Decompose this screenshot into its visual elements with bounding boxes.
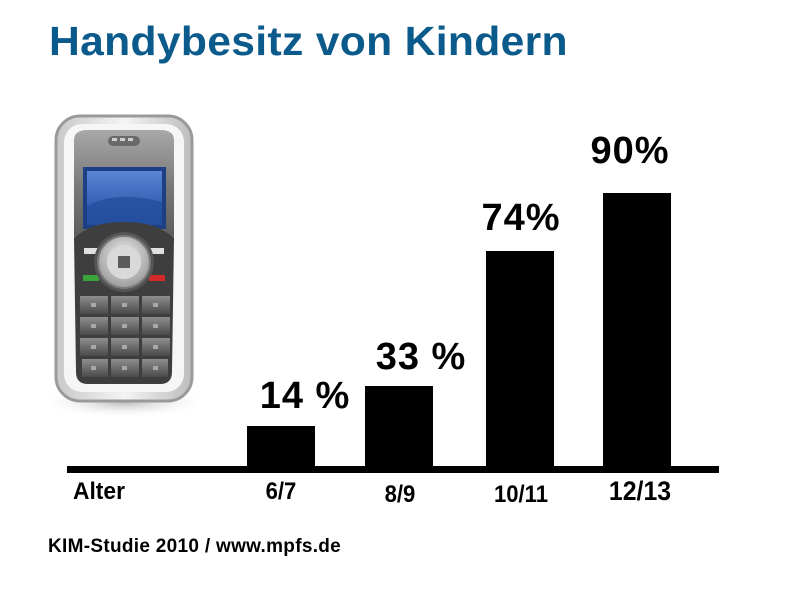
bar-value-label: 14 %	[259, 375, 351, 417]
bar-8-9	[365, 386, 433, 467]
bar-6-7	[247, 426, 315, 467]
chart-title: Handybesitz von Kindern	[49, 18, 568, 64]
x-axis-title: Alter	[73, 478, 125, 505]
x-tick-label: 8/9	[384, 481, 416, 508]
x-axis-line	[67, 466, 719, 473]
x-tick-label: 6/7	[265, 478, 297, 505]
x-tick-label: 10/11	[493, 481, 549, 508]
bar-12-13	[603, 193, 671, 467]
mobile-phone-icon	[38, 114, 210, 418]
source-caption: KIM-Studie 2010 / www.mpfs.de	[48, 536, 342, 557]
bar-value-label: 33 %	[375, 336, 467, 378]
bar-10-11	[486, 251, 554, 467]
bar-value-label: 90%	[590, 130, 670, 172]
x-tick-label: 12/13	[608, 476, 672, 506]
bar-value-label: 74%	[481, 197, 561, 239]
